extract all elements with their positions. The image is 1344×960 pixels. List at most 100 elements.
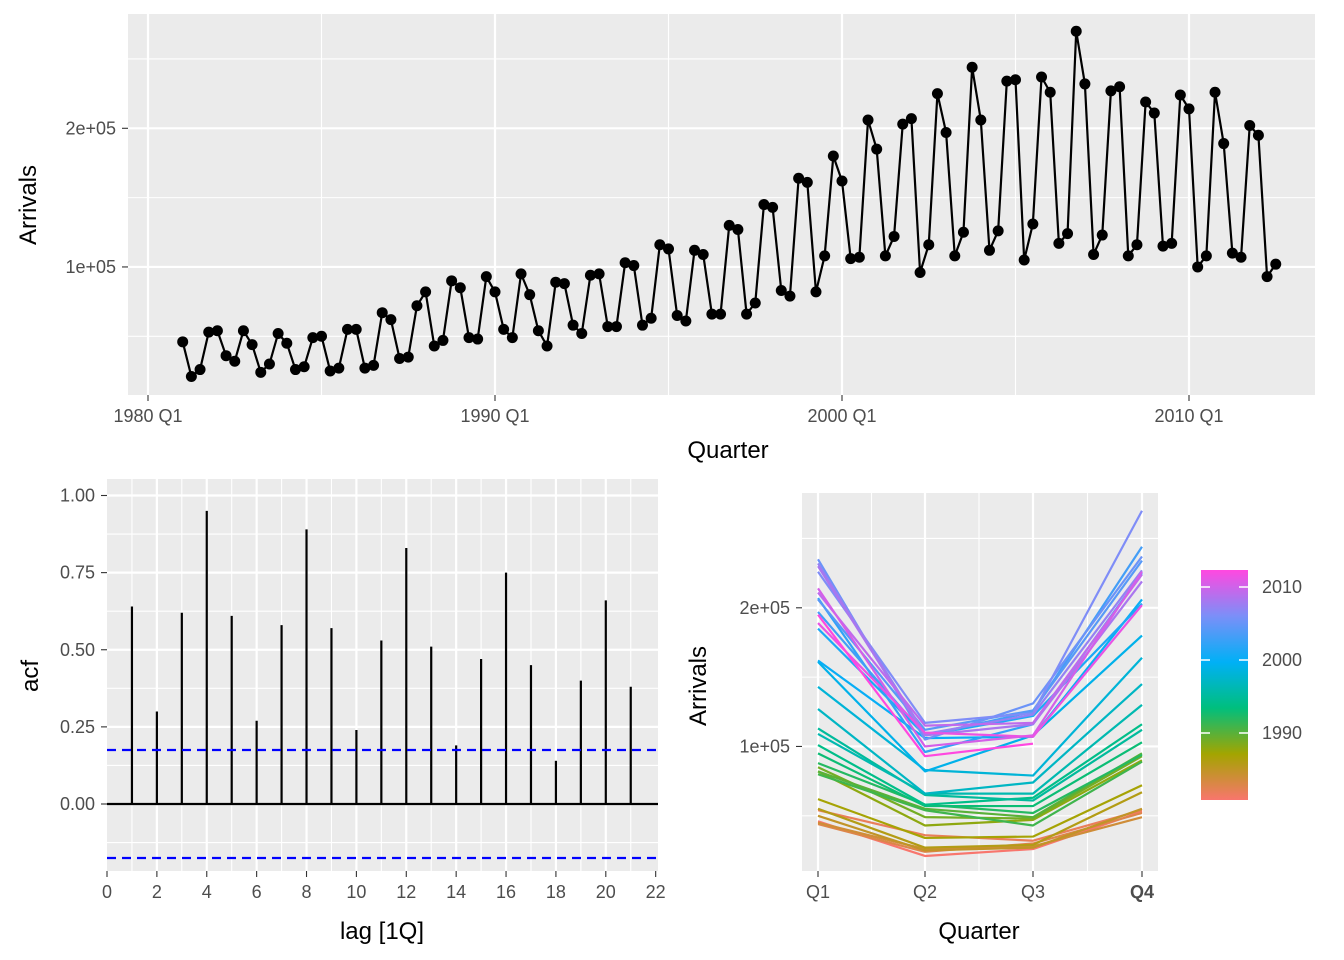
timeseries-point	[801, 176, 813, 188]
timeseries-point	[428, 340, 440, 352]
timeseries-point	[298, 361, 310, 373]
timeseries-point	[983, 244, 995, 256]
timeseries-point	[411, 300, 423, 312]
timeseries-x-tick-label: 2000 Q1	[807, 406, 876, 426]
seasonal-line	[817, 741, 1143, 808]
timeseries-point	[506, 332, 518, 344]
timeseries-point	[931, 88, 943, 100]
timeseries-point	[905, 113, 917, 125]
colorbar-ticks: 1990 2000 2010	[1201, 577, 1302, 743]
seasonal-line	[817, 571, 1143, 748]
timeseries-point	[558, 278, 570, 290]
acf-x-tick-label: 4	[202, 882, 212, 902]
timeseries-point	[281, 337, 293, 349]
timeseries-point	[1053, 237, 1065, 249]
seasonal-line	[817, 759, 1143, 827]
timeseries-point	[723, 219, 735, 231]
timeseries-point	[402, 351, 414, 363]
timeseries-point	[316, 330, 327, 342]
timeseries-point	[775, 285, 787, 297]
seasonal-y-tick-label: 1e+05	[739, 736, 790, 756]
timeseries-point	[619, 257, 631, 269]
timeseries-point	[194, 364, 206, 376]
timeseries-point	[1010, 74, 1021, 86]
timeseries-point	[810, 286, 822, 298]
timeseries-point	[663, 243, 674, 255]
timeseries-point	[602, 321, 614, 333]
timeseries-point	[645, 312, 657, 324]
timeseries-x-tick-label: 1990 Q1	[460, 406, 529, 426]
timeseries-point	[454, 282, 466, 294]
timeseries-y-axis-title: Arrivals	[15, 165, 42, 245]
timeseries-point	[654, 239, 666, 251]
timeseries-point	[593, 268, 605, 280]
timeseries-point	[1261, 271, 1273, 283]
timeseries-point	[836, 175, 848, 187]
timeseries-point	[680, 315, 692, 327]
timeseries-point	[1140, 96, 1152, 108]
timeseries-point	[263, 358, 275, 370]
timeseries-point	[1235, 251, 1247, 263]
seasonal-x-axis-title: Quarter	[938, 918, 1019, 945]
colorbar-label: 2010	[1262, 577, 1302, 597]
seasonal-y-axis-title: Arrivals	[685, 646, 712, 726]
seasonal-line	[817, 634, 1143, 773]
timeseries-point	[515, 268, 527, 280]
acf-x-tick-label: 2	[152, 882, 162, 902]
timeseries-point	[394, 352, 406, 364]
seasonal-line	[817, 614, 1034, 758]
timeseries-y-tick-label: 1e+05	[65, 257, 116, 277]
timeseries-point	[1166, 237, 1178, 249]
timeseries-ticks: 1980 Q1 1990 Q1 2000 Q1 2010 Q1 1e+05 2e+05	[65, 118, 1223, 426]
timeseries-point	[862, 114, 874, 126]
timeseries-point	[1114, 81, 1126, 93]
colorbar-legend: 1990 2000 2010	[1201, 570, 1302, 800]
timeseries-point	[437, 334, 449, 346]
seasonal-line	[817, 704, 1143, 795]
timeseries-x-axis-title: Quarter	[687, 437, 768, 464]
timeseries-point	[853, 251, 865, 263]
timeseries-point	[767, 201, 779, 213]
seasonal-ticks: Q1 Q2 Q3 Q4 1e+05 2e+05	[739, 598, 1154, 902]
timeseries-point	[1192, 261, 1204, 273]
timeseries-point	[741, 308, 753, 320]
timeseries-point	[1209, 86, 1221, 98]
timeseries-point	[732, 224, 744, 236]
timeseries-point	[584, 269, 596, 281]
timeseries-point	[992, 225, 1004, 237]
timeseries-x-tick-label: 1980 Q1	[113, 406, 182, 426]
timeseries-point	[758, 199, 770, 211]
timeseries-point	[1122, 250, 1134, 262]
timeseries-point	[480, 271, 492, 283]
timeseries-point	[376, 307, 388, 319]
colorbar-label: 1990	[1262, 723, 1302, 743]
seasonal-x-tick-label: Q2	[913, 882, 937, 902]
seasonal-marks	[817, 510, 1143, 858]
seasonal-line	[817, 816, 1143, 851]
timeseries-point	[541, 340, 553, 352]
acf-x-tick-label: 18	[546, 882, 566, 902]
acf-x-tick-label: 8	[302, 882, 312, 902]
timeseries-point	[1244, 120, 1256, 132]
timeseries-point	[1183, 103, 1195, 115]
timeseries-point	[966, 61, 978, 73]
timeseries-point	[879, 250, 891, 262]
timeseries-point	[1062, 228, 1074, 240]
acf-x-axis-title: lag [1Q]	[340, 918, 424, 945]
timeseries-point	[1044, 86, 1056, 98]
timeseries-point	[897, 118, 909, 130]
timeseries-point	[1001, 75, 1013, 87]
timeseries-point	[1079, 78, 1091, 90]
seasonal-y-tick-label: 2e+05	[739, 598, 790, 618]
timeseries-point	[489, 286, 501, 298]
timeseries-point	[463, 332, 475, 344]
acf-x-tick-label: 22	[646, 882, 666, 902]
acf-y-tick-label: 0.00	[60, 794, 95, 814]
acf-x-tick-label: 20	[596, 882, 616, 902]
timeseries-point	[1036, 71, 1048, 83]
timeseries-point	[420, 286, 432, 298]
timeseries-point	[957, 226, 969, 238]
seasonal-line	[817, 573, 1143, 727]
timeseries-point	[237, 325, 249, 337]
